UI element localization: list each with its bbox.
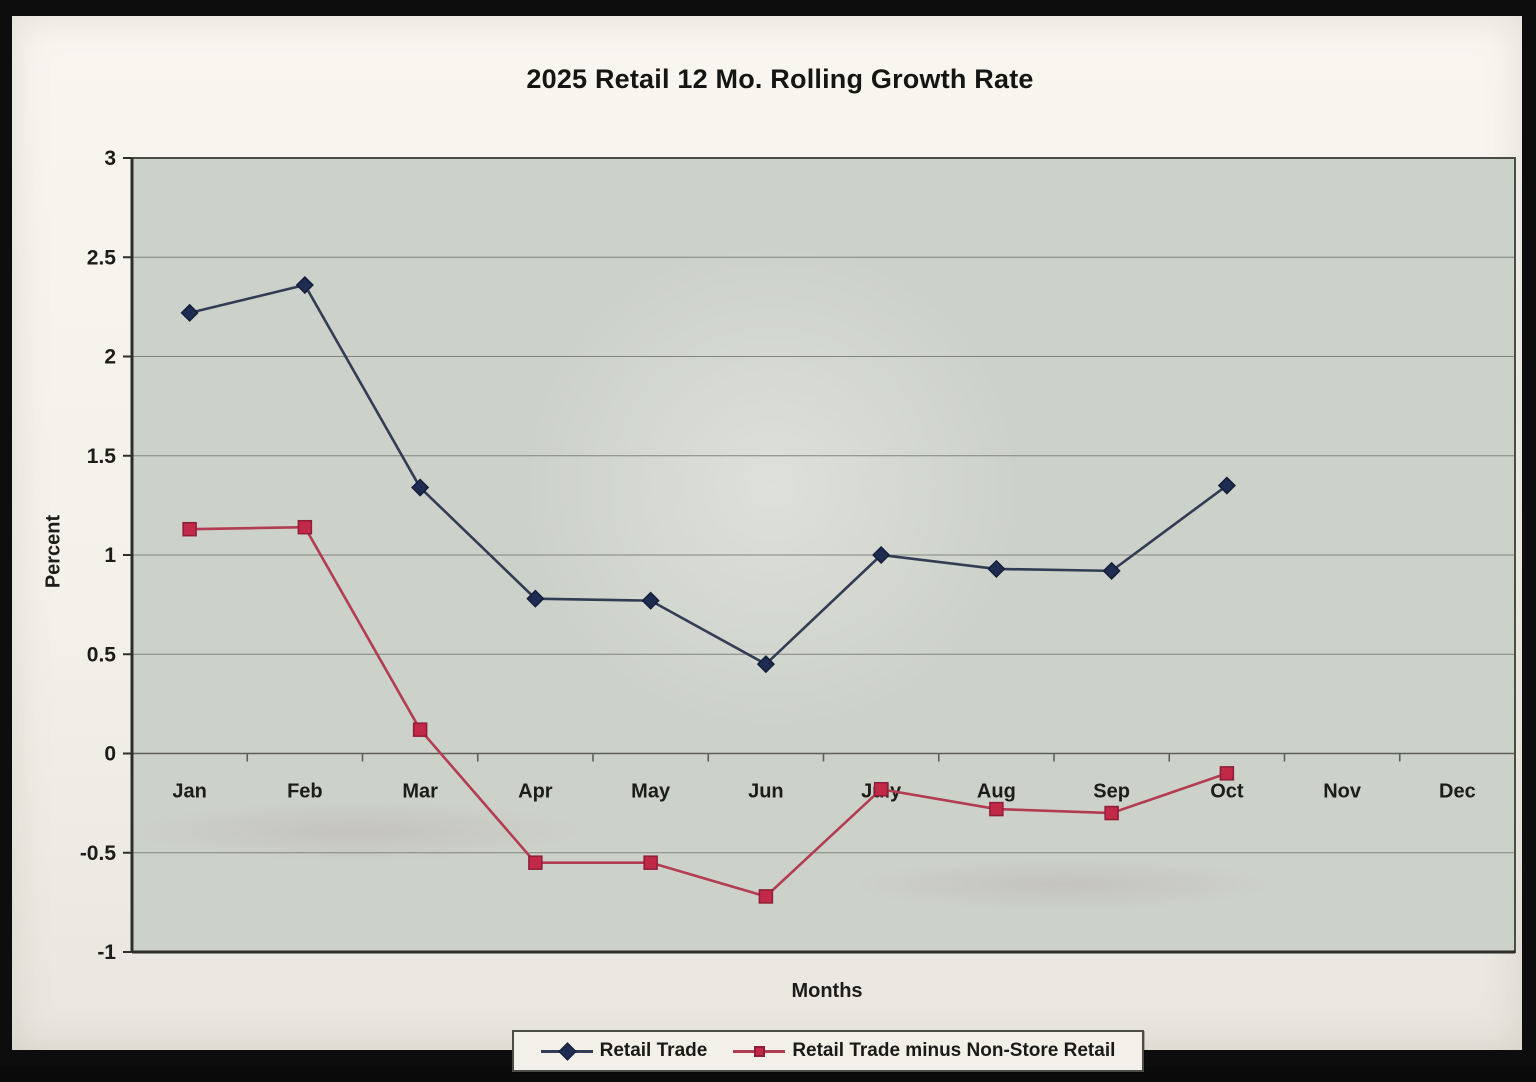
x-tick-label: Aug [977,781,1016,803]
y-tick-label: 1 [104,544,116,567]
chart-page: 2025 Retail 12 Mo. Rolling Growth Rate 3… [12,16,1522,1072]
y-tick-label: 1.5 [87,445,117,468]
x-axis-title: Months [791,980,863,1002]
y-tick-label: 2.5 [87,246,117,269]
y-axis-title: Percent [42,514,65,589]
legend-item-retail-trade-minus-non-store: Retail Trade minus Non-Store Retail [733,1040,1115,1062]
data-point-marker [182,521,197,537]
scan-artifact [132,801,582,861]
data-point-marker [758,889,774,904]
data-point-marker [526,589,545,608]
y-tick-label: -0.5 [80,842,117,865]
y-tick-label: 2 [104,346,116,369]
x-tick-label: Apr [518,781,553,803]
data-point-marker [756,655,775,674]
data-point-marker [1102,561,1121,580]
x-tick-label: Mar [402,781,438,803]
chart-legend: Retail Trade Retail Trade minus Non-Stor… [512,1030,1144,1072]
data-point-marker [412,722,428,737]
data-point-marker [643,855,658,870]
data-point-marker [987,559,1006,578]
data-point-marker [1104,805,1119,821]
y-tick-label: 0.5 [87,643,117,666]
legend-label-retail-trade-minus-non-store: Retail Trade minus Non-Store Retail [792,1040,1116,1061]
data-point-marker [872,545,891,565]
series-line-retail-trade-minus-non-store [189,525,1228,898]
data-point-marker [641,591,660,610]
data-point-marker [297,519,313,535]
x-tick-label: Sep [1093,781,1130,803]
data-point-marker [989,801,1004,817]
y-tick-label: 3 [104,147,116,170]
data-point-marker [1217,476,1236,495]
data-point-marker [180,303,199,322]
data-point-marker [411,478,430,497]
legend-item-retail-trade: Retail Trade [540,1040,708,1062]
x-tick-label: Dec [1439,781,1476,803]
x-tick-label: May [631,781,671,803]
x-tick-label: Jun [748,781,784,803]
y-tick-label: -1 [97,941,116,964]
square-marker-icon [733,1043,786,1059]
x-tick-label: Feb [287,781,323,803]
chart-title: 2025 Retail 12 Mo. Rolling Growth Rate [526,64,1034,94]
x-tick-label: Nov [1323,781,1362,803]
series-line-retail-trade [189,283,1228,666]
data-point-marker [295,275,314,295]
x-tick-label: Oct [1210,781,1244,803]
data-point-marker [873,781,889,797]
y-tick-label: 0 [104,743,116,766]
scan-artifact [852,858,1272,910]
data-point-marker [528,855,543,870]
diamond-marker-icon [540,1042,593,1061]
data-point-marker [1219,766,1235,781]
scan-artifact [522,241,1022,731]
line-chart-plot: 32.521.510.50-0.5-1JanFebMarAprMayJunJul… [80,147,1516,964]
legend-label-retail-trade: Retail Trade [599,1040,708,1061]
x-tick-label: Jan [172,781,206,803]
